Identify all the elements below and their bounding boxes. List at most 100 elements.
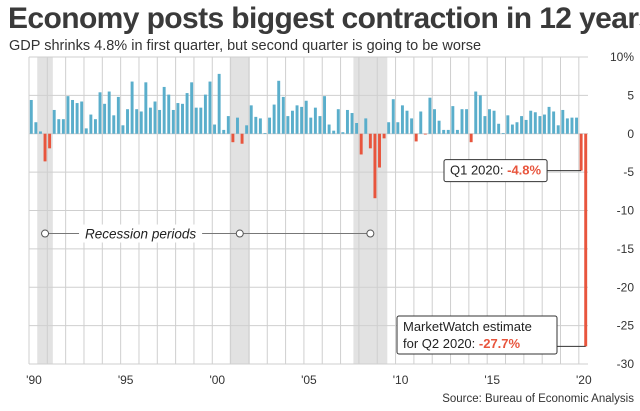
bar-115 (556, 125, 560, 134)
bar-39 (208, 81, 212, 134)
y-tick-label-3: -5 (623, 165, 634, 179)
x-tick-label-5: '15 (484, 373, 500, 387)
x-tick-label-4: '10 (393, 373, 409, 387)
bar-70 (350, 113, 354, 134)
x-tick-label-3: '05 (301, 373, 317, 387)
bar-121 (584, 133, 588, 347)
bar-104 (506, 115, 510, 134)
bar-46 (240, 133, 244, 144)
bar-35 (190, 82, 194, 134)
bar-13 (89, 114, 93, 134)
bar-31 (171, 109, 175, 134)
recession-marker-2001 (235, 229, 244, 238)
bar-82 (405, 110, 409, 134)
y-tick-label-2: 0 (627, 127, 634, 141)
bar-105 (510, 124, 514, 134)
bar-93 (455, 129, 459, 134)
bar-110 (533, 112, 537, 134)
bar-73 (364, 118, 368, 134)
bar-40 (213, 124, 217, 134)
bar-72 (359, 133, 363, 155)
bar-83 (410, 118, 414, 134)
callout-q1-box (443, 159, 548, 183)
bar-87 (428, 97, 432, 134)
callout-q2-2020-estimate: MarketWatch estimate for Q2 2020: -27.7% (396, 315, 586, 355)
bar-48 (249, 105, 253, 134)
bar-7 (61, 119, 65, 134)
callout-q2-label: for Q2 2020: (403, 336, 479, 351)
axis-ticks: 10% 5 0 -5 -10 -15 -20 -25 -30 '90 '95 '00 '05 '10 '15… (26, 50, 634, 387)
bar-75 (373, 133, 377, 199)
callout-q1-text: Q1 2020: -4.8% (450, 163, 542, 178)
callout-q2-line2: for Q2 2020: -27.7% (403, 336, 521, 351)
bar-28 (158, 109, 162, 134)
bar-26 (148, 107, 152, 134)
bar-79 (391, 99, 395, 134)
bar-9 (71, 99, 74, 134)
recession-legend: Recession periods (41, 224, 375, 243)
bar-36 (194, 107, 198, 134)
callout-q1-value: -4.8% (507, 163, 541, 178)
bar-21 (126, 109, 129, 134)
bar-54 (277, 80, 281, 134)
bar-24 (139, 111, 143, 134)
bar-76 (378, 133, 381, 168)
bar-56 (286, 116, 290, 134)
bar-116 (561, 109, 565, 134)
bar-32 (176, 103, 180, 134)
bar-49 (254, 116, 258, 134)
bar-74 (368, 133, 372, 149)
chart-subtitle: GDP shrinks 4.8% in first quarter, but s… (9, 38, 482, 54)
bar-95 (465, 109, 469, 134)
bar-68 (341, 132, 345, 134)
bar-12 (84, 128, 88, 134)
bar-29 (162, 86, 166, 134)
bar-0 (29, 99, 33, 134)
bar-19 (116, 96, 120, 134)
bar-8 (66, 96, 70, 134)
bar-62 (313, 107, 317, 134)
bar-6 (57, 119, 61, 134)
bar-2 (38, 131, 42, 134)
y-tick-label-5: -15 (617, 242, 635, 256)
bar-44 (231, 133, 235, 143)
bar-65 (327, 124, 331, 134)
bar-113 (547, 106, 551, 134)
bar-81 (400, 105, 404, 134)
bar-94 (460, 109, 464, 134)
bar-20 (121, 125, 125, 134)
bar-119 (575, 117, 579, 134)
bar-23 (135, 109, 139, 134)
bar-120 (579, 133, 583, 171)
x-tick-label-1: '95 (118, 373, 134, 387)
bar-37 (199, 107, 203, 134)
bar-58 (295, 105, 299, 134)
bar-18 (112, 115, 116, 134)
bar-89 (437, 120, 441, 134)
y-tick-label-1: 5 (627, 88, 634, 102)
callout-q2-box (396, 315, 558, 355)
bar-92 (451, 106, 455, 134)
bar-107 (520, 116, 524, 134)
bar-88 (433, 109, 436, 134)
bar-27 (153, 101, 157, 134)
bar-34 (185, 93, 189, 134)
bar-71 (355, 123, 359, 134)
bar-61 (309, 117, 313, 134)
bar-55 (281, 96, 285, 134)
bar-91 (446, 129, 450, 134)
bar-43 (226, 116, 230, 134)
x-tick-label-2: '00 (209, 373, 225, 387)
bar-4 (48, 133, 52, 149)
bar-series (29, 73, 588, 347)
x-tick-label-0: '90 (26, 373, 42, 387)
bar-41 (217, 73, 221, 134)
recession-label: Recession periods (85, 227, 196, 242)
x-tick-label-6: '20 (576, 373, 592, 387)
bar-3 (43, 133, 47, 162)
bar-60 (304, 100, 308, 134)
bar-30 (167, 94, 171, 134)
bar-11 (80, 101, 84, 134)
bar-38 (203, 94, 207, 134)
